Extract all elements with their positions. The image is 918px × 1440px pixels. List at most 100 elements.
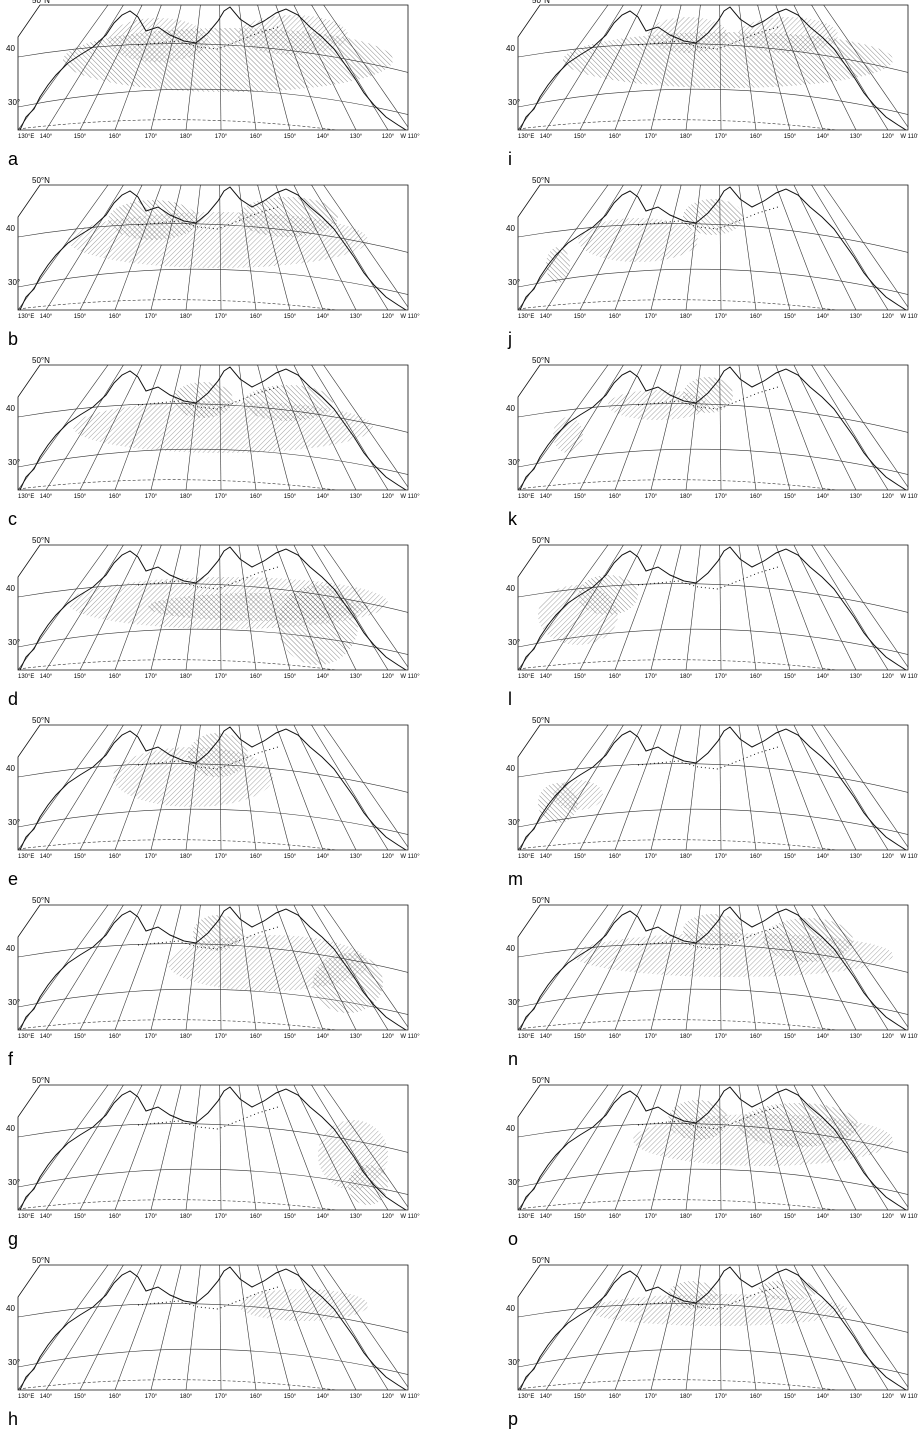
longitude-label: 120° (382, 314, 395, 320)
meridian (45, 905, 124, 1030)
longitude-label: 120° (882, 674, 895, 680)
meridian (823, 5, 908, 130)
meridian (323, 5, 408, 130)
latitude-label: 50°N (32, 536, 50, 545)
latitude-label: 40 (506, 1124, 515, 1133)
aleutian-arc (637, 206, 779, 230)
aleutian-arc (637, 746, 779, 770)
parallel (18, 988, 408, 1018)
meridian (293, 725, 357, 850)
latitude-label: 40 (506, 404, 515, 413)
panel-letter: c (8, 509, 17, 529)
longitude-label: 150° (74, 1214, 87, 1220)
meridian (79, 1265, 143, 1390)
meridian (114, 905, 162, 1030)
latitude-label: 30° (8, 278, 20, 287)
longitude-label: 160° (750, 134, 763, 140)
parallel (18, 1123, 408, 1156)
meridian (545, 5, 624, 130)
longitude-label: 130° (350, 854, 363, 860)
longitude-label: 180° (180, 1394, 193, 1400)
parallel (518, 479, 908, 490)
coastline (519, 906, 907, 1030)
map-frame (17, 4, 409, 131)
parallel (518, 1019, 908, 1030)
parallel (518, 1123, 908, 1156)
longitude-label: 150° (284, 494, 297, 500)
hatched-region (553, 780, 603, 810)
map-body (18, 1085, 408, 1210)
meridian (185, 1085, 201, 1210)
longitude-label: W 110° (900, 494, 918, 500)
longitude-label: 150° (284, 134, 297, 140)
longitude-label: 130°E (518, 1034, 534, 1040)
longitude-label: 170° (145, 134, 158, 140)
hatched-region (563, 32, 893, 88)
meridian (185, 185, 201, 310)
parallel (518, 268, 908, 298)
meridian (275, 365, 324, 490)
meridian (79, 905, 143, 1030)
longitude-label: 170° (215, 674, 228, 680)
hatched-region (108, 18, 208, 62)
aleutian-arc (137, 746, 279, 770)
meridian (79, 5, 143, 130)
parallel (18, 1019, 408, 1030)
parallel (18, 628, 408, 658)
longitude-label: 130°E (18, 854, 34, 860)
meridian (257, 1265, 291, 1390)
meridian (185, 1265, 201, 1390)
map-panel: 50°N 40 30° 130°E 140° 150° 160° 170° 180° 170° 16… (506, 716, 918, 889)
meridian (685, 1085, 701, 1210)
latitude-label: 30° (8, 638, 20, 647)
meridian (79, 725, 143, 850)
meridian (293, 185, 357, 310)
latitude-label: 50°N (532, 356, 550, 365)
latitude-label: 30° (508, 1178, 520, 1187)
hatched-region (588, 1294, 848, 1326)
hatched-region (193, 915, 243, 951)
meridian (579, 1265, 643, 1390)
coastline (519, 546, 907, 670)
parallel (518, 763, 908, 796)
longitude-label: 150° (574, 1034, 587, 1040)
meridian (738, 725, 757, 850)
longitude-label: 160° (109, 314, 122, 320)
meridian (614, 725, 662, 850)
parallel (518, 223, 908, 256)
longitude-label: 160° (750, 314, 763, 320)
meridian (823, 1085, 908, 1210)
aleutian-arc (637, 1286, 779, 1310)
longitude-label: 170° (145, 1034, 158, 1040)
longitude-label: 130°E (518, 314, 534, 320)
coastline (19, 6, 407, 130)
longitude-label: 180° (180, 314, 193, 320)
longitude-label: 160° (609, 1214, 622, 1220)
longitude-label: W 110° (900, 1394, 918, 1400)
meridian (150, 5, 182, 130)
longitude-label: 160° (109, 1394, 122, 1400)
longitude-label: 170° (715, 134, 728, 140)
panel-letter: l (508, 689, 512, 709)
longitude-label: 170° (715, 494, 728, 500)
meridian (614, 905, 662, 1030)
longitude-label: 170° (215, 494, 228, 500)
meridian (238, 185, 257, 310)
meridian (323, 1265, 408, 1390)
longitude-label: 160° (750, 674, 763, 680)
parallel (18, 659, 408, 670)
meridian (293, 545, 357, 670)
meridian (257, 725, 291, 850)
longitude-label: 170° (215, 1034, 228, 1040)
meridian (238, 1265, 257, 1390)
meridian (545, 365, 624, 490)
meridian (238, 365, 257, 490)
longitude-label: 130°E (18, 1214, 34, 1220)
longitude-label: 170° (715, 314, 728, 320)
hatched-region (738, 1103, 858, 1147)
map-body (518, 545, 908, 670)
hatched-region (348, 1165, 388, 1205)
meridian (545, 725, 624, 850)
meridian (614, 5, 662, 130)
